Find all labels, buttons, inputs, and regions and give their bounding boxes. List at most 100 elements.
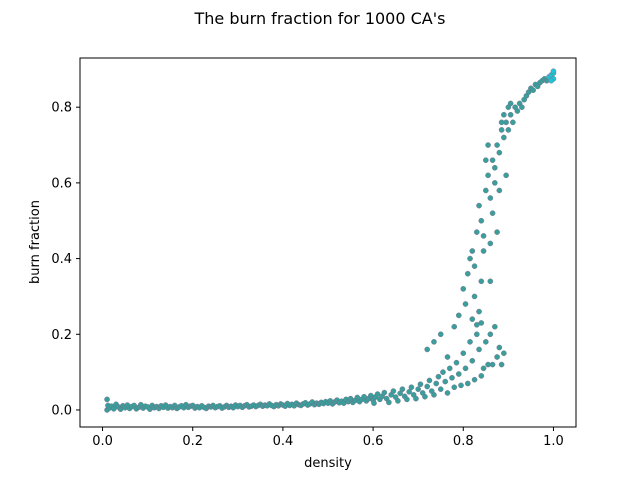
data-point [462,365,469,372]
data-point [374,391,381,397]
data-point [395,398,401,404]
data-point [458,382,464,389]
data-point [469,248,476,254]
data-point [489,210,496,216]
data-point [483,187,489,194]
data-point [476,346,482,353]
data-point [480,233,487,239]
data-point [501,134,507,141]
data-point [446,365,453,372]
data-point [487,240,494,247]
data-point [404,396,410,403]
data-point [473,331,480,338]
data-point [449,374,455,381]
data-point [510,119,516,126]
data-point [494,354,500,360]
data-point [381,389,388,396]
data-point [501,350,507,357]
data-point [431,339,437,345]
data-point [496,187,503,194]
data-points [104,68,557,413]
data-point [498,119,505,126]
data-point [399,386,406,392]
data-point [406,389,412,395]
data-point [501,111,507,118]
data-point [417,381,424,388]
data-point [455,371,462,377]
y-tick-label: 0.8 [51,101,72,116]
data-point [505,127,512,133]
data-point [469,316,476,322]
data-point [498,127,505,133]
data-point [386,399,392,406]
data-point [460,350,467,357]
data-point [471,293,478,300]
data-point [514,108,521,114]
data-point [413,395,419,402]
data-point [462,301,469,307]
data-point [503,172,509,179]
data-point [435,373,442,380]
data-point [460,286,467,292]
data-point [476,308,482,315]
data-point [492,164,498,171]
data-point [469,357,476,364]
plot-area-frame [79,57,577,428]
data-point [471,263,478,269]
y-tick-label: 0.2 [51,328,72,343]
y-tick-label: 0.4 [51,252,72,267]
data-point [485,172,491,179]
data-point [478,217,485,224]
data-point [467,255,473,262]
data-point [442,378,449,385]
data-point [492,180,498,186]
data-point [519,104,525,110]
x-tick-label: 0.0 [92,434,113,449]
data-point [487,278,494,285]
data-point [415,386,421,392]
data-point [444,390,451,396]
data-point [471,376,478,383]
data-point [492,323,498,330]
data-point [494,229,500,235]
data-point [464,380,471,387]
data-point [104,396,110,403]
data-point [476,202,482,209]
data-point [424,383,431,390]
data-point [437,331,444,338]
data-point [390,388,397,394]
data-point [550,68,557,75]
data-point [507,111,514,118]
data-point [467,339,473,345]
data-point [478,278,485,285]
data-point [496,344,503,351]
data-point [480,248,487,254]
data-point [498,361,505,368]
data-point [480,365,487,372]
data-point [494,142,500,148]
data-point [487,331,494,338]
data-point [464,270,471,277]
chart-title: The burn fraction for 1000 CA's [194,9,446,28]
x-axis-ticks: 0.0 0.2 0.4 0.6 0.8 1.0 [92,427,564,449]
data-point [478,373,485,379]
data-point [455,312,462,319]
data-point [489,157,496,163]
data-point [483,339,489,345]
data-point [487,195,494,201]
data-point [431,392,437,398]
data-point [408,384,415,391]
data-point [496,149,503,156]
data-point [478,320,485,326]
y-tick-label: 0.6 [51,176,72,191]
data-point [426,377,433,384]
data-point [453,359,460,366]
data-point [530,87,536,93]
data-point [473,229,480,235]
y-axis-ticks: 0.0 0.2 0.4 0.6 0.8 [51,101,80,418]
data-point [371,400,377,406]
data-point [444,354,451,360]
x-tick-label: 0.6 [363,434,384,449]
x-axis-label: density [304,456,352,471]
